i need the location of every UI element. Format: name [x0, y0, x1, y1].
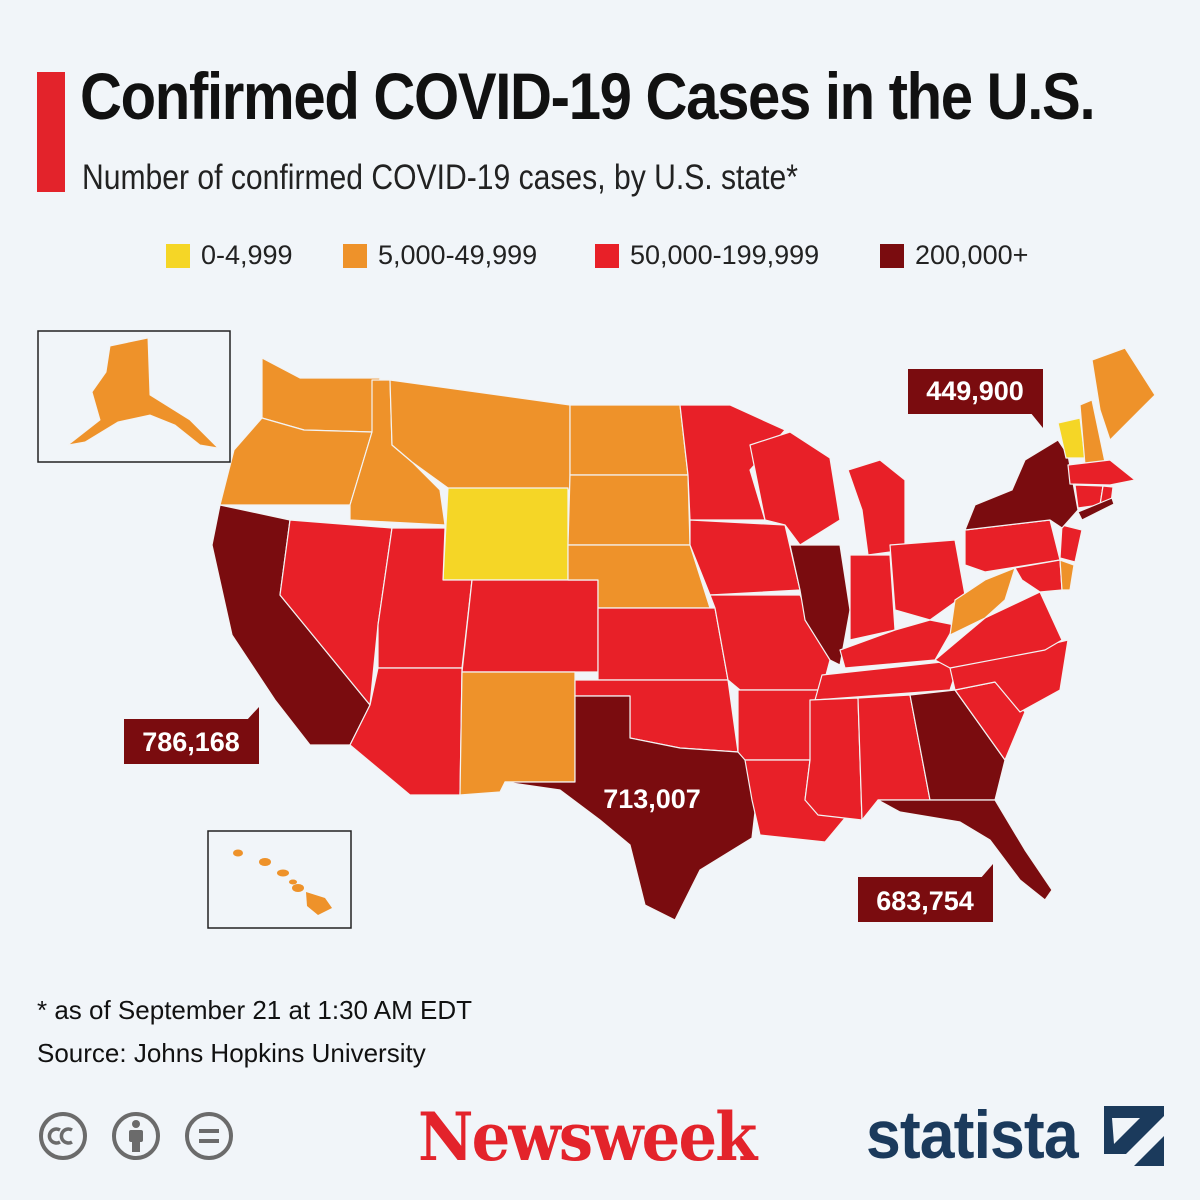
state-delaware: [1059, 559, 1075, 591]
cc-icon: [39, 1112, 87, 1160]
statista-logo: statista: [866, 1097, 1079, 1173]
no-derivatives-icon: [185, 1112, 233, 1160]
state-indiana: [849, 554, 896, 641]
state-iowa: [689, 519, 801, 596]
callout-label: 683,754: [876, 886, 974, 916]
legend: 0-4,999 5,000-49,999 50,000-199,999 200,…: [0, 240, 1200, 272]
legend-label: 200,000+: [915, 240, 1029, 270]
footnote: * as of September 21 at 1:30 AM EDT: [37, 995, 473, 1025]
state-mississippi: [804, 697, 863, 821]
state-georgia: [909, 689, 1006, 801]
callout-florida: 683,754: [858, 864, 993, 922]
legend-swatch: [343, 243, 367, 268]
state-south-dakota: [567, 474, 691, 546]
legend-label: 0-4,999: [201, 240, 293, 270]
state-colorado: [461, 579, 599, 673]
legend-item: 0-4,999: [166, 240, 293, 271]
callout-label: 449,900: [926, 376, 1024, 406]
alaska-inset-box: [37, 330, 231, 463]
state-new-york: [964, 439, 1079, 531]
state-maine: [1091, 347, 1156, 441]
state-florida: [877, 799, 1053, 901]
state-wisconsin: [749, 431, 841, 546]
page-title: Confirmed COVID-19 Cases in the U.S.: [80, 59, 1096, 133]
state-illinois: [789, 544, 851, 666]
callout-label: 786,168: [142, 727, 240, 757]
legend-item: 200,000+: [880, 240, 1028, 271]
state-michigan: [847, 459, 906, 556]
state-alaska: [67, 337, 220, 449]
state-new-jersey: [1059, 524, 1083, 563]
state-maryland: [1014, 559, 1063, 593]
legend-item: 5,000-49,999: [343, 240, 537, 271]
state-kansas: [597, 607, 729, 681]
state-ohio: [889, 539, 966, 621]
legend-item: 50,000-199,999: [595, 240, 819, 271]
attribution-icon: [112, 1112, 160, 1160]
state-west-virginia: [949, 567, 1016, 636]
state-massachusetts: [1067, 459, 1136, 486]
callout-california: 786,168: [124, 707, 259, 764]
legend-label: 5,000-49,999: [378, 240, 538, 270]
legend-swatch: [880, 243, 904, 268]
state-new-mexico: [459, 671, 576, 796]
state-long-island: [1077, 497, 1115, 521]
state-washington: [261, 357, 381, 433]
newsweek-logo: Newsweek: [418, 1098, 757, 1176]
legend-swatch: [166, 243, 190, 268]
state-texas: [504, 695, 761, 921]
legend-swatch: [595, 243, 619, 268]
page-subtitle: Number of confirmed COVID-19 cases, by U…: [82, 158, 798, 197]
hawaii-inset-box: [207, 830, 352, 929]
legend-label: 50,000-199,999: [630, 240, 820, 270]
state-nevada: [279, 519, 393, 706]
state-hawaii: [233, 849, 332, 915]
callout-new-york: 449,900: [908, 369, 1043, 428]
statista-mark-icon: [1104, 1106, 1164, 1166]
callout-label: 713,007: [603, 784, 701, 814]
accent-bar: [37, 72, 65, 192]
state-oregon: [219, 417, 373, 506]
state-wyoming: [442, 487, 569, 581]
source-note: Source: Johns Hopkins University: [37, 1038, 426, 1068]
state-north-dakota: [569, 404, 689, 476]
callout-texas: 713,007: [603, 784, 701, 814]
state-north-carolina: [949, 639, 1069, 713]
state-minnesota: [679, 404, 786, 521]
